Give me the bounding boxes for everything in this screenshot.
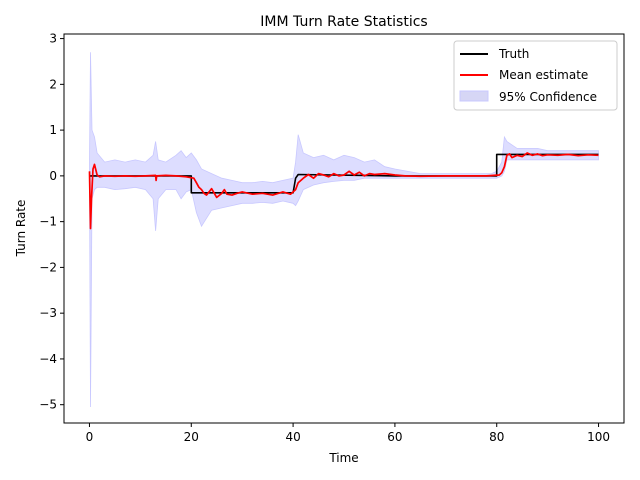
y-tick-label: −1 [39,215,57,229]
plot-area [88,52,599,408]
legend-mean-label: Mean estimate [499,68,588,82]
truth-line [89,153,599,194]
y-axis-label: Turn Rate [14,200,28,258]
x-tick-label: 40 [285,430,300,444]
y-tick-label: 0 [49,169,57,183]
legend-confidence-label: 95% Confidence [499,90,597,104]
y-tick-label: −3 [39,306,57,320]
mean-estimate-line [88,152,599,230]
y-tick-label: 2 [49,77,57,91]
y-tick-label: 3 [49,32,57,46]
y-tick-label: −4 [39,352,57,366]
y-tick-label: 1 [49,123,57,137]
y-tick-label: −2 [39,260,57,274]
legend-truth-label: Truth [498,47,529,61]
x-tick-label: 100 [587,430,610,444]
axes-frame [63,33,625,424]
legend: Truth Mean estimate 95% Confidence [453,40,618,111]
chart-title: IMM Turn Rate Statistics [260,14,427,30]
x-tick-label: 60 [387,430,402,444]
x-tick-label: 20 [184,430,199,444]
ticks: 0 20 40 60 80 100 −5 −4 −3 −2 −1 0 1 2 3 [39,32,610,444]
x-tick-label: 80 [489,430,504,444]
x-tick-label: 0 [86,430,94,444]
confidence-band [89,52,599,408]
x-axis-label: Time [328,451,358,465]
legend-box [453,40,618,111]
legend-confidence-patch [459,90,489,102]
y-tick-label: −5 [39,398,57,412]
